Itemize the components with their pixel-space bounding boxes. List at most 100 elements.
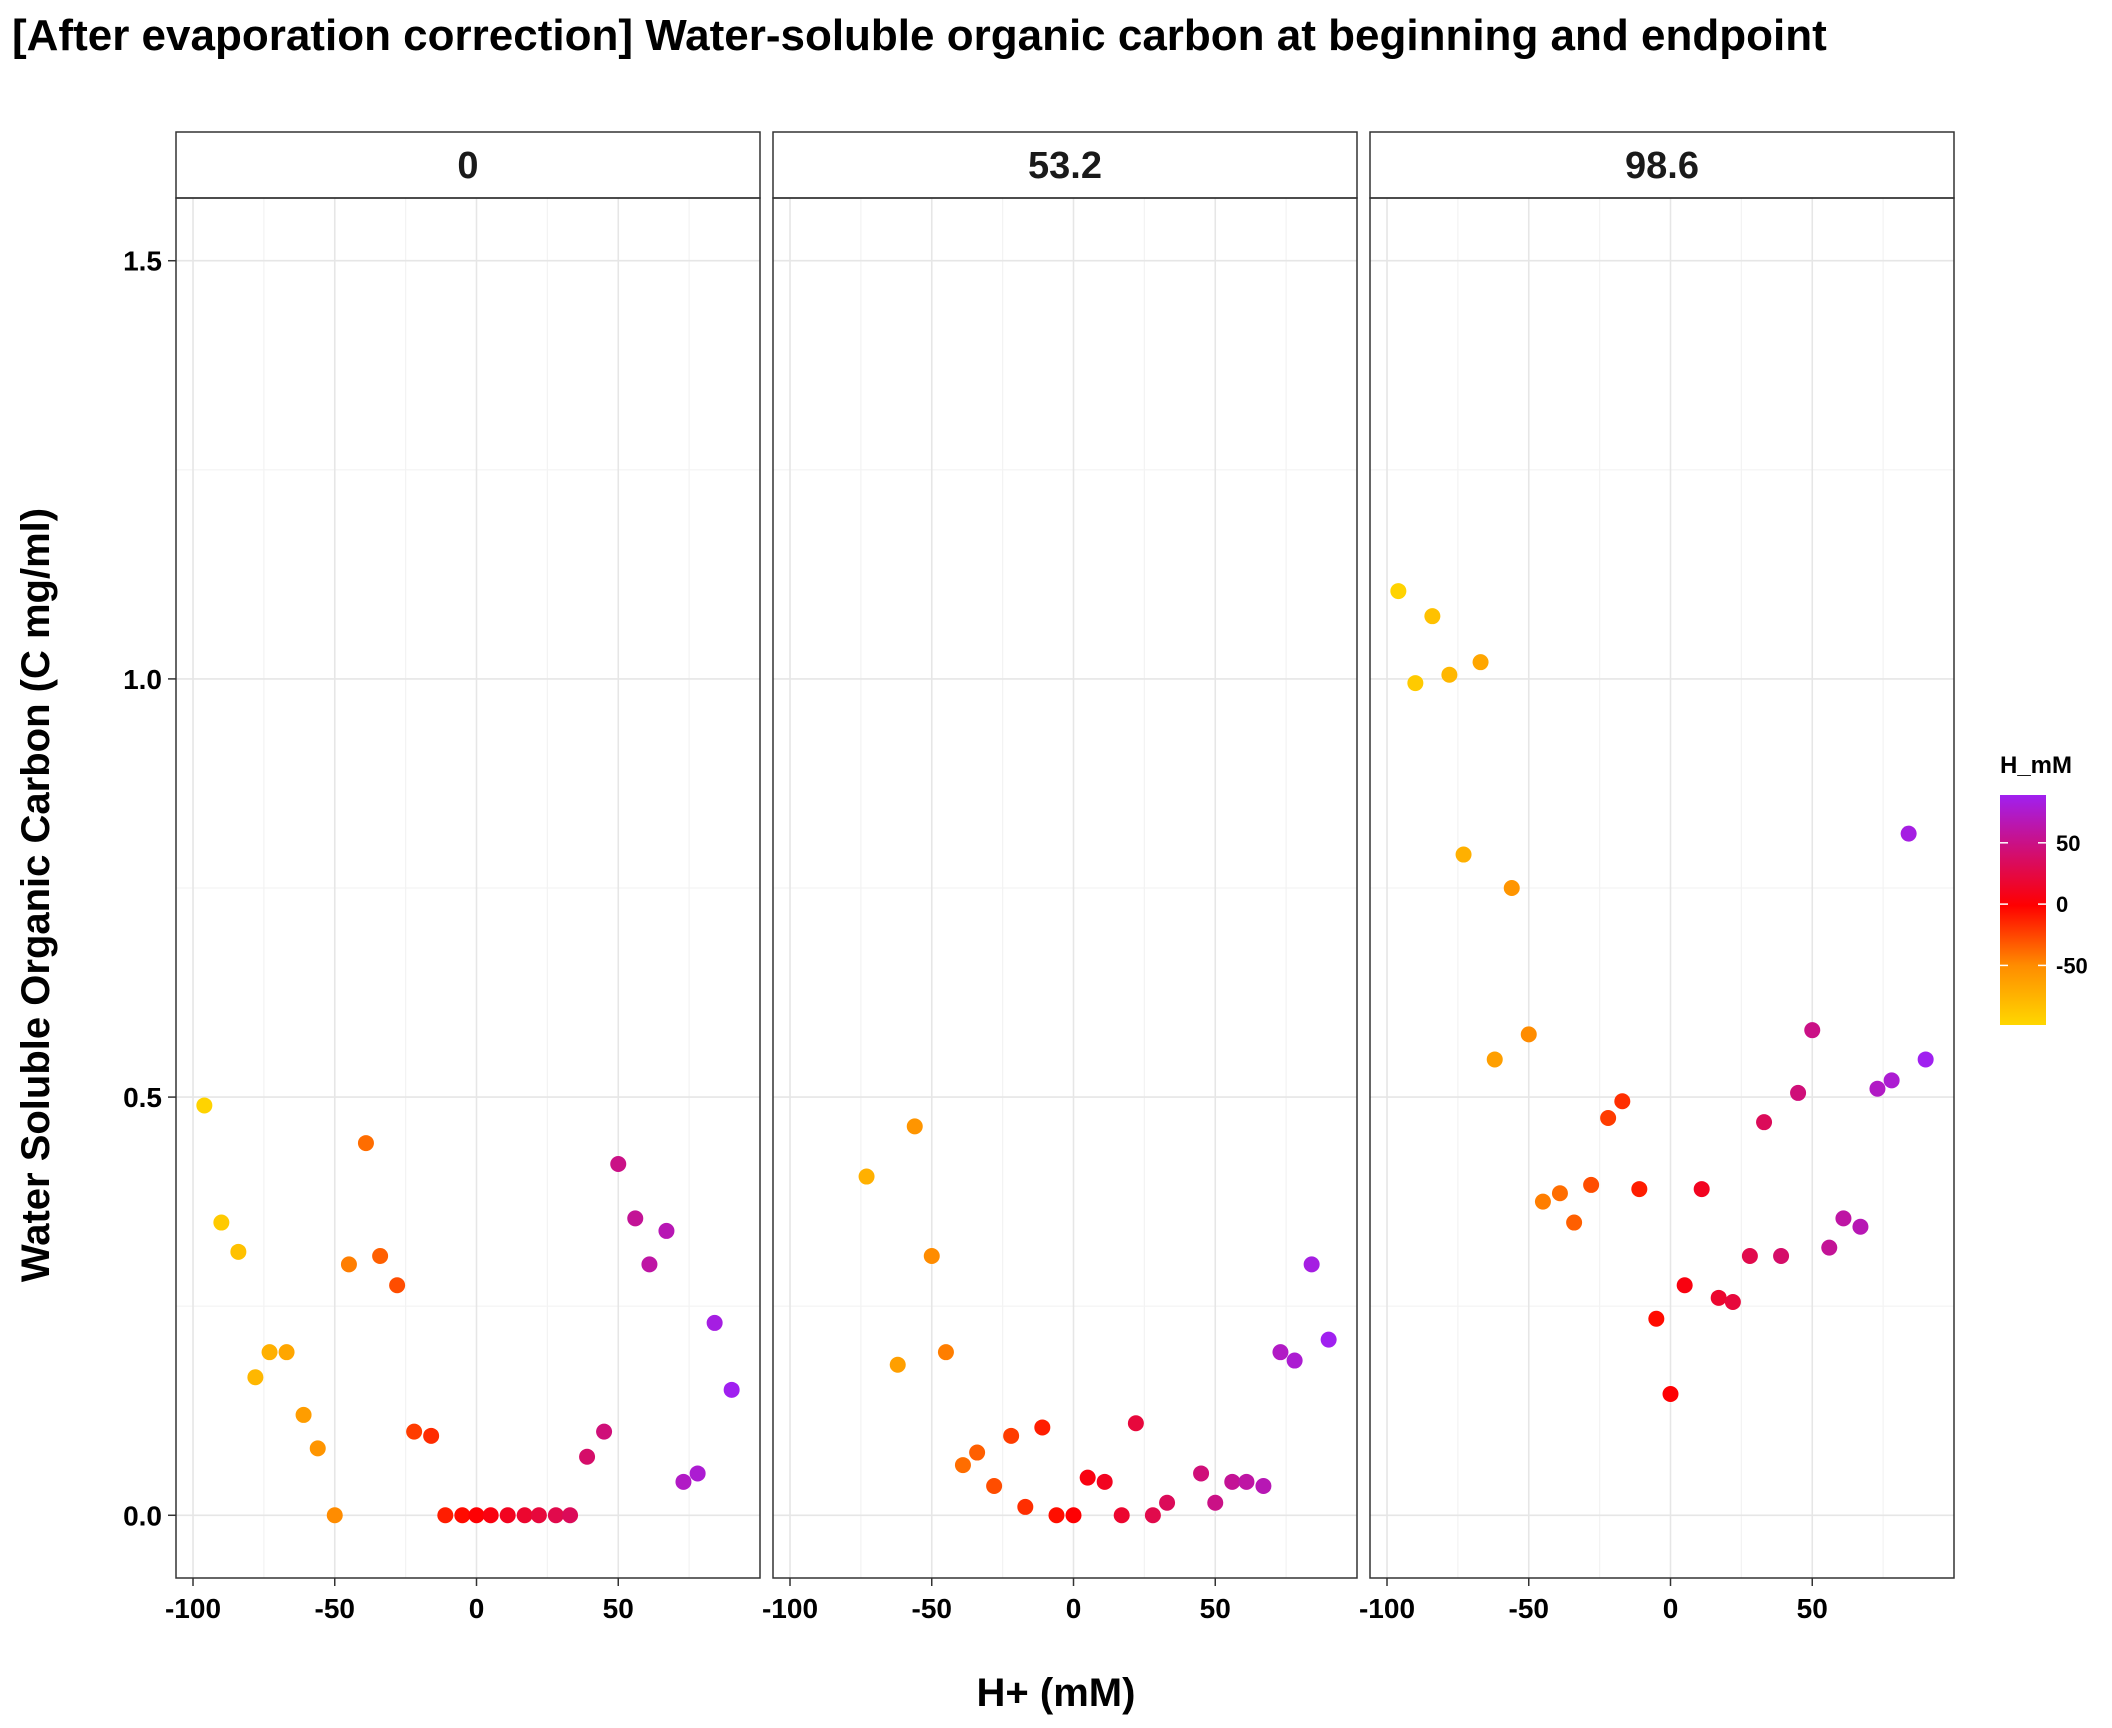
data-point	[1286, 1352, 1303, 1369]
x-axis: -100 -50 0 50	[762, 1578, 1231, 1624]
legend-title: H_mM	[2000, 752, 2072, 779]
data-point	[468, 1507, 485, 1524]
data-point	[389, 1277, 406, 1294]
data-point	[1193, 1465, 1210, 1482]
x-tick-label: 50	[1200, 1593, 1231, 1624]
data-point	[1224, 1473, 1241, 1490]
data-point	[1238, 1473, 1255, 1490]
data-point	[1272, 1344, 1289, 1361]
data-point	[547, 1507, 564, 1524]
data-point	[278, 1344, 295, 1361]
data-point	[596, 1423, 613, 1440]
data-point	[326, 1507, 343, 1524]
data-point	[1455, 846, 1472, 863]
facet-panels: 0 -100 -50 0 50 53.2 -100 -50 0 50 98.6 -100 -50 0 50	[165, 131, 1955, 1624]
data-point	[1710, 1289, 1727, 1306]
data-point	[516, 1507, 533, 1524]
data-point	[499, 1507, 516, 1524]
panel-grid	[1370, 198, 1954, 1578]
data-points	[1390, 583, 1934, 1402]
data-point	[357, 1135, 374, 1152]
x-tick-label: -100	[762, 1593, 818, 1624]
chart-title: [After evaporation correction] Water-sol…	[12, 11, 1827, 60]
data-point	[1583, 1176, 1600, 1193]
legend-colorbar	[2000, 795, 2046, 1025]
color-legend: H_mM 50 0 -50	[2000, 752, 2088, 1025]
data-points	[858, 1118, 1337, 1524]
y-tick-label: 0.5	[123, 1082, 162, 1113]
data-point	[1048, 1507, 1065, 1524]
facet-panel-2: 98.6 -100 -50 0 50	[1359, 131, 1955, 1624]
data-point	[1320, 1331, 1337, 1348]
data-point	[295, 1406, 312, 1423]
data-point	[1724, 1294, 1741, 1310]
data-point	[1534, 1193, 1551, 1210]
data-point	[530, 1507, 547, 1524]
data-point	[1159, 1494, 1176, 1511]
data-point	[969, 1444, 986, 1461]
data-point	[627, 1210, 644, 1227]
data-point	[406, 1423, 423, 1440]
data-point	[906, 1118, 923, 1135]
data-point	[723, 1381, 740, 1398]
data-point	[1390, 583, 1407, 600]
data-point	[641, 1256, 658, 1273]
data-point	[1600, 1110, 1617, 1126]
data-point	[658, 1222, 675, 1239]
legend-tick-label: -50	[2056, 953, 2088, 978]
data-point	[1900, 825, 1917, 842]
data-point	[1883, 1072, 1900, 1089]
data-point	[454, 1507, 471, 1524]
data-point	[1503, 880, 1520, 896]
x-tick-label: 0	[469, 1593, 485, 1624]
x-tick-label: -100	[1359, 1593, 1415, 1624]
data-point	[437, 1507, 454, 1524]
data-point	[1003, 1427, 1020, 1444]
data-point	[954, 1457, 971, 1474]
data-point	[1804, 1022, 1821, 1039]
x-tick-label: 50	[603, 1593, 634, 1624]
x-tick-label: -100	[165, 1593, 221, 1624]
data-point	[1127, 1415, 1144, 1432]
data-point	[196, 1097, 213, 1114]
data-point	[340, 1256, 357, 1273]
data-point	[1303, 1256, 1320, 1273]
data-point	[1756, 1114, 1773, 1131]
panel-border	[772, 197, 1358, 1579]
x-tick-label: 0	[1663, 1593, 1679, 1624]
data-point	[1144, 1507, 1161, 1524]
y-axis-title: Water Soluble Organic Carbon (C mg/ml)	[14, 508, 58, 1282]
data-point	[1741, 1248, 1758, 1264]
x-tick-label: -50	[1509, 1593, 1549, 1624]
data-point	[1472, 654, 1489, 671]
data-point	[706, 1314, 723, 1331]
panel-border	[1369, 197, 1955, 1579]
legend-tick-label: 0	[2056, 892, 2068, 917]
data-point	[1648, 1310, 1665, 1327]
data-point	[230, 1243, 247, 1260]
data-point	[1917, 1051, 1934, 1068]
facet-panel-0: 0 -100 -50 0 50	[165, 131, 761, 1624]
data-point	[1424, 608, 1441, 625]
data-point	[1551, 1185, 1568, 1202]
panel-border	[175, 197, 761, 1579]
data-point	[1869, 1080, 1886, 1097]
facet-strip-label: 53.2	[1028, 145, 1102, 187]
y-axis: 0.0 0.5 1.0 1.5	[123, 246, 176, 1531]
data-point	[1441, 666, 1458, 683]
data-point	[1852, 1218, 1869, 1235]
x-axis-title: H+ (mM)	[977, 1671, 1136, 1715]
data-point	[889, 1356, 906, 1373]
legend-tick-label: 50	[2056, 831, 2080, 856]
data-point	[1676, 1277, 1693, 1294]
x-tick-label: -50	[912, 1593, 952, 1624]
data-point	[1207, 1494, 1224, 1511]
data-point	[213, 1214, 230, 1231]
data-point	[1017, 1498, 1034, 1515]
x-tick-label: 0	[1066, 1593, 1082, 1624]
facet-panel-1: 53.2 -100 -50 0 50	[762, 131, 1358, 1624]
data-point	[1079, 1469, 1096, 1486]
data-point	[482, 1507, 499, 1524]
data-point	[923, 1248, 940, 1264]
data-point	[1486, 1051, 1503, 1068]
